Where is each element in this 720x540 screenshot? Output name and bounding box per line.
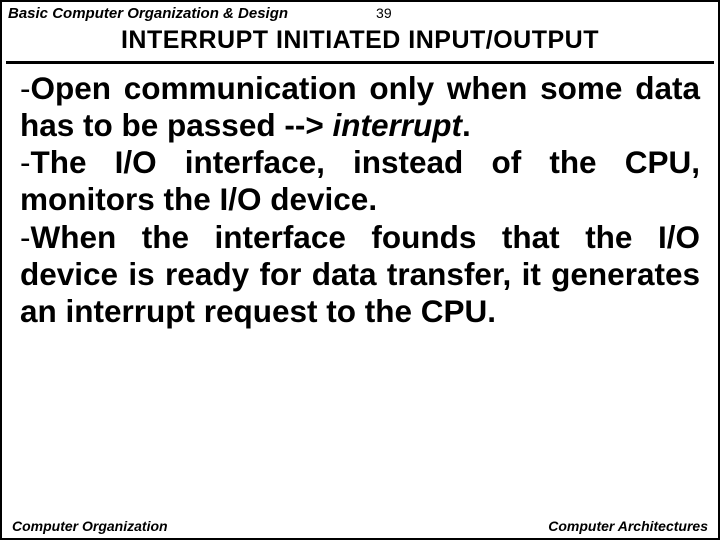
footer-row: Computer Organization Computer Architect… bbox=[2, 518, 718, 534]
slide-body: -Open communication only when some data … bbox=[2, 64, 718, 330]
body-p1b-interrupt: interrupt bbox=[332, 107, 462, 143]
body-p1c: . bbox=[462, 107, 471, 143]
footer-right: Computer Architectures bbox=[548, 518, 708, 534]
header-topic: Basic Computer Organization & Design bbox=[8, 5, 288, 22]
slide-title: INTERRUPT INITIATED INPUT/OUTPUT bbox=[6, 22, 714, 64]
body-p3: When the interface founds that the I/O d… bbox=[20, 219, 700, 329]
bullet-dash: - bbox=[20, 144, 31, 180]
page-number: 39 bbox=[376, 5, 392, 21]
slide-page: Basic Computer Organization & Design 39 … bbox=[0, 0, 720, 540]
footer-left: Computer Organization bbox=[12, 518, 168, 534]
header-row: Basic Computer Organization & Design 39 bbox=[2, 2, 718, 22]
body-p2: The I/O interface, instead of the CPU, m… bbox=[20, 144, 700, 217]
bullet-dash: - bbox=[20, 219, 31, 255]
bullet-dash: - bbox=[20, 70, 31, 106]
